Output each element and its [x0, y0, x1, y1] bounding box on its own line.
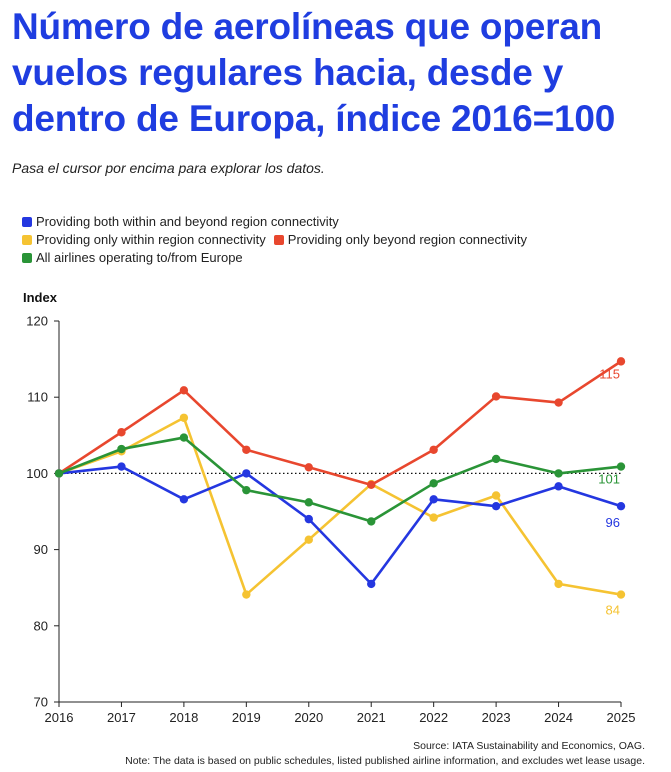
legend-item-within[interactable]: Providing only within region connectivit…	[22, 231, 266, 249]
series-end-label: 115	[599, 366, 620, 381]
x-tick-label: 2025	[607, 710, 636, 725]
data-point[interactable]	[554, 482, 563, 491]
data-point[interactable]	[554, 579, 563, 589]
series-line[interactable]	[57, 465, 623, 586]
legend-row-1: Providing both within and beyond region …	[22, 213, 652, 231]
series-end-label: 101	[598, 472, 620, 487]
legend-item-both[interactable]: Providing both within and beyond region …	[22, 213, 339, 231]
x-tick-label: 2017	[107, 710, 136, 725]
data-point[interactable]	[242, 485, 251, 495]
legend-swatch-both	[22, 217, 32, 227]
data-point[interactable]	[242, 469, 251, 478]
legend-label-within: Providing only within region connectivit…	[36, 232, 266, 247]
y-tick-label: 80	[34, 618, 48, 633]
x-tick-label: 2019	[232, 710, 261, 725]
data-point[interactable]	[117, 462, 126, 471]
data-point[interactable]	[304, 498, 313, 507]
data-point[interactable]	[429, 445, 438, 454]
y-tick-label: 120	[26, 314, 48, 329]
data-point[interactable]	[117, 444, 126, 454]
data-point[interactable]	[117, 428, 126, 437]
data-point[interactable]	[242, 445, 251, 454]
series-line[interactable]	[57, 436, 623, 523]
chart-title: Número de aerolíneas que operan vuelos r…	[12, 6, 616, 139]
legend: Providing both within and beyond region …	[22, 213, 652, 267]
data-point[interactable]	[616, 501, 626, 511]
x-tick-label: 2016	[45, 710, 74, 725]
data-point[interactable]	[554, 398, 563, 407]
data-point[interactable]	[491, 392, 501, 401]
legend-item-all[interactable]: All airlines operating to/from Europe	[22, 249, 243, 267]
y-axis-label: Index	[23, 290, 57, 305]
line-chart[interactable]: 70 80 90 100 110 120 2016 2017 2018 2019 2020 2021 2…	[0, 300, 671, 730]
x-tick-label: 2023	[482, 710, 511, 725]
x-tick-label: 2022	[419, 710, 448, 725]
data-point[interactable]	[429, 479, 438, 488]
data-point[interactable]	[616, 462, 626, 471]
data-point[interactable]	[179, 433, 189, 442]
data-point[interactable]	[367, 480, 376, 490]
data-point[interactable]	[429, 495, 438, 504]
data-point[interactable]	[179, 386, 189, 395]
y-tick-label: 70	[34, 695, 48, 710]
data-point[interactable]	[616, 357, 626, 366]
data-point[interactable]	[616, 590, 626, 599]
chart-subtitle: Pasa el cursor por encima para explorar …	[12, 160, 325, 176]
legend-label-both: Providing both within and beyond region …	[36, 214, 339, 229]
data-point[interactable]	[242, 590, 251, 599]
source-notes: Source: IATA Sustainability and Economic…	[125, 739, 645, 769]
data-point[interactable]	[179, 495, 189, 504]
series-line[interactable]	[57, 360, 623, 487]
y-tick-label: 110	[27, 390, 48, 405]
x-tick-label: 2020	[294, 710, 323, 725]
series-end-label: 84	[606, 603, 620, 618]
data-point[interactable]	[367, 579, 376, 589]
x-tick-label: 2018	[169, 710, 198, 725]
data-point[interactable]	[554, 469, 563, 478]
legend-swatch-within	[22, 235, 32, 245]
data-point[interactable]	[304, 514, 313, 524]
data-point[interactable]	[491, 501, 501, 511]
legend-row-3: All airlines operating to/from Europe	[22, 249, 652, 267]
y-tick-label: 100	[26, 466, 48, 481]
data-point[interactable]	[367, 517, 376, 526]
source-line: Source: IATA Sustainability and Economic…	[413, 740, 645, 752]
data-point[interactable]	[179, 413, 189, 422]
data-point[interactable]	[54, 469, 64, 478]
legend-label-beyond: Providing only beyond region connectivit…	[287, 232, 527, 247]
series-end-label: 96	[606, 515, 620, 530]
x-tick-label: 2021	[357, 710, 386, 725]
data-point[interactable]	[304, 463, 313, 472]
y-tick-label: 90	[34, 542, 48, 557]
data-point[interactable]	[429, 513, 438, 522]
legend-label-all: All airlines operating to/from Europe	[36, 250, 243, 265]
legend-row-2: Providing only within region connectivit…	[22, 231, 652, 249]
data-point[interactable]	[491, 454, 501, 464]
legend-swatch-beyond	[273, 235, 284, 245]
note-line: Note: The data is based on public schedu…	[125, 755, 645, 767]
x-tick-label: 2024	[544, 710, 573, 725]
legend-item-beyond[interactable]: Providing only beyond region connectivit…	[273, 231, 527, 249]
data-point[interactable]	[491, 491, 501, 500]
data-point[interactable]	[304, 535, 313, 544]
legend-swatch-all	[22, 253, 32, 263]
